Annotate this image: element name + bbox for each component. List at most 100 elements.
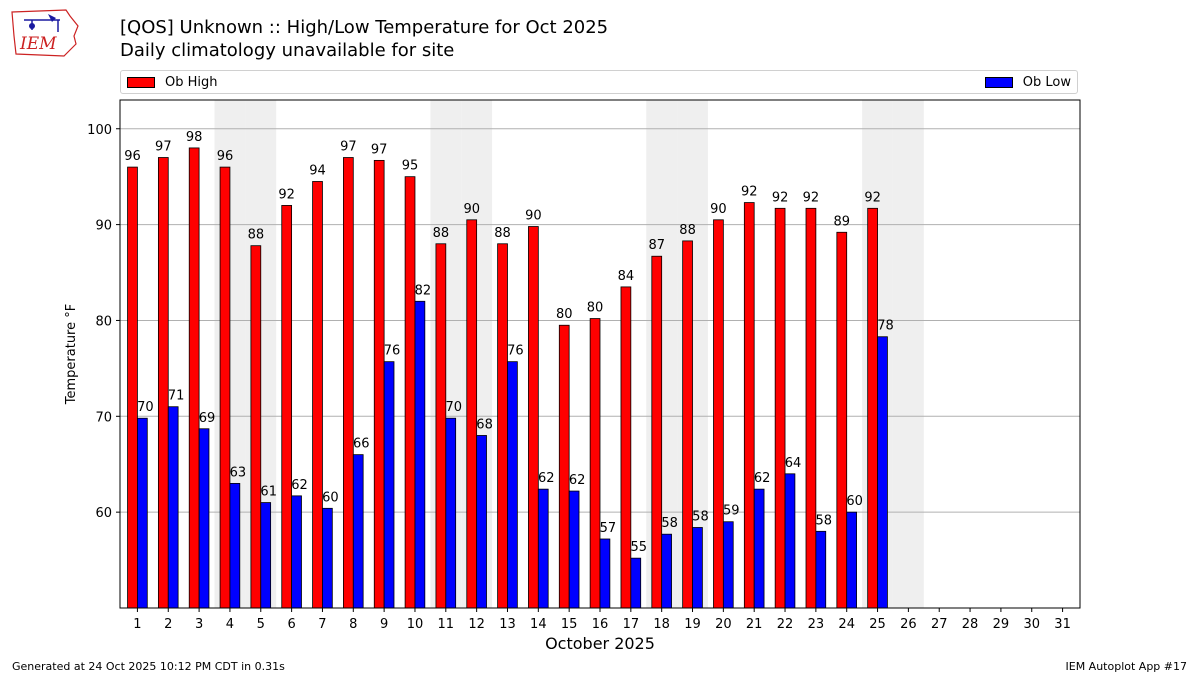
low-bar: [352, 454, 364, 609]
high-data-label: 80: [587, 301, 604, 316]
y-tick-label: 100: [87, 123, 112, 138]
x-tick-label: 5: [257, 617, 265, 632]
high-bar: [558, 324, 570, 609]
x-tick-label: 15: [561, 617, 578, 632]
x-tick-label: 14: [530, 617, 547, 632]
low-data-label: 59: [723, 504, 740, 519]
x-tick-label: 23: [808, 617, 825, 632]
high-bar: [589, 318, 601, 609]
high-data-label: 95: [402, 159, 419, 174]
x-tick-label: 8: [349, 617, 357, 632]
high-bar: [774, 207, 786, 609]
legend-swatch-high: [127, 77, 155, 88]
high-data-label: 98: [186, 130, 203, 145]
low-data-label: 78: [877, 319, 894, 334]
legend-label-high: Ob High: [165, 75, 218, 90]
low-bar: [753, 488, 765, 609]
low-bar: [414, 300, 426, 609]
y-tick-label: 70: [95, 410, 112, 425]
generated-footer: Generated at 24 Oct 2025 10:12 PM CDT in…: [12, 660, 285, 673]
low-data-label: 76: [507, 344, 524, 359]
high-data-label: 88: [433, 226, 450, 241]
x-tick-label: 20: [715, 617, 732, 632]
low-bar: [167, 406, 179, 609]
high-data-label: 96: [124, 149, 141, 164]
low-bar: [846, 511, 857, 609]
x-tick-label: 6: [287, 617, 295, 632]
high-bar: [466, 219, 478, 609]
high-data-label: 80: [556, 307, 573, 322]
low-data-label: 71: [168, 389, 185, 404]
low-bar: [877, 336, 888, 609]
x-tick-label: 13: [499, 617, 516, 632]
high-bar: [805, 207, 817, 609]
low-bar: [291, 495, 302, 609]
low-bar: [383, 361, 395, 609]
y-tick-label: 60: [95, 506, 112, 521]
high-data-label: 90: [463, 202, 480, 217]
low-bar: [507, 361, 518, 609]
high-bar: [343, 157, 354, 609]
x-tick-label: 25: [869, 617, 886, 632]
high-data-label: 97: [155, 140, 172, 155]
x-tick-label: 1: [133, 617, 141, 632]
low-data-label: 68: [476, 417, 493, 432]
low-bar: [322, 507, 333, 609]
x-tick-label: 4: [226, 617, 234, 632]
high-bar: [682, 240, 693, 609]
high-data-label: 90: [710, 202, 727, 217]
high-bar: [127, 166, 138, 609]
high-data-label: 94: [309, 163, 326, 178]
low-data-label: 69: [199, 411, 216, 426]
high-data-label: 84: [618, 269, 635, 284]
high-bar: [620, 286, 632, 609]
low-bar: [568, 490, 580, 609]
x-tick-label: 21: [746, 617, 763, 632]
high-bar: [219, 166, 231, 609]
low-data-label: 64: [785, 456, 802, 471]
high-bar: [836, 231, 848, 609]
low-data-label: 60: [322, 490, 339, 505]
x-tick-label: 10: [407, 617, 424, 632]
y-tick-label: 80: [95, 314, 112, 329]
x-tick-label: 3: [195, 617, 203, 632]
low-data-label: 70: [445, 400, 462, 415]
x-tick-label: 11: [438, 617, 455, 632]
high-data-label: 90: [525, 209, 542, 224]
high-data-label: 89: [834, 214, 851, 229]
y-axis-label: Temperature °F: [64, 304, 79, 405]
high-bar: [281, 205, 293, 609]
high-bar: [867, 207, 878, 609]
high-data-label: 87: [648, 238, 665, 253]
high-bar: [497, 243, 508, 609]
high-data-label: 88: [494, 226, 511, 241]
chart-title: [QOS] Unknown :: High/Low Temperature fo…: [120, 17, 609, 38]
low-bar: [630, 557, 642, 609]
low-bar: [229, 482, 241, 609]
iem-logo: IEM: [8, 6, 82, 58]
low-data-label: 62: [291, 478, 308, 493]
high-data-label: 97: [371, 142, 388, 157]
high-bar: [743, 202, 755, 609]
low-bar: [722, 521, 734, 609]
x-tick-label: 12: [468, 617, 485, 632]
high-bar: [188, 147, 200, 609]
high-bar: [528, 226, 539, 609]
high-data-label: 88: [679, 223, 696, 238]
low-data-label: 82: [415, 283, 432, 298]
high-data-label: 88: [248, 228, 265, 243]
x-axis-label: October 2025: [545, 634, 655, 653]
chart-subtitle: Daily climatology unavailable for site: [120, 40, 455, 61]
low-data-label: 66: [353, 437, 370, 452]
x-tick-label: 29: [993, 617, 1010, 632]
x-tick-label: 30: [1023, 617, 1040, 632]
low-data-label: 62: [538, 471, 555, 486]
x-tick-label: 16: [592, 617, 609, 632]
high-data-label: 92: [278, 187, 295, 202]
low-bar: [476, 435, 487, 609]
x-tick-label: 28: [962, 617, 979, 632]
high-bar: [713, 219, 724, 609]
low-bar: [599, 538, 611, 609]
high-bar: [373, 159, 385, 609]
low-bar: [137, 417, 148, 609]
